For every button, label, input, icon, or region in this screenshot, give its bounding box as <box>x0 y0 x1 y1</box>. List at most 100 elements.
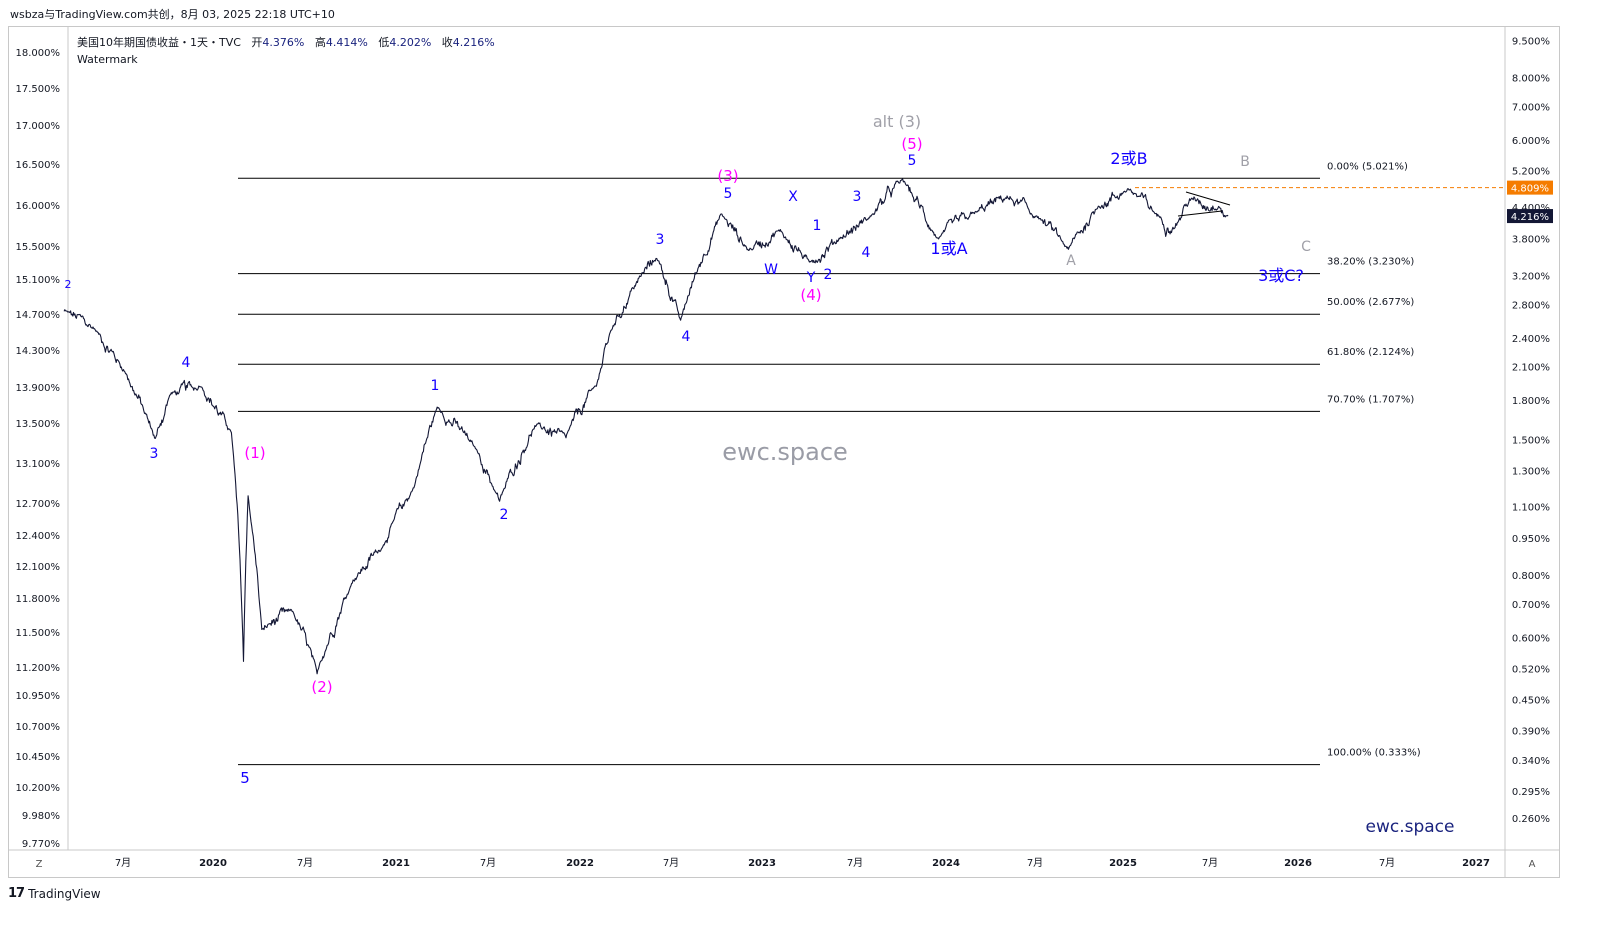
right-axis-tick: 0.260% <box>1512 814 1550 825</box>
chart-frame <box>8 26 1560 878</box>
right-axis-tick: 0.950% <box>1512 534 1550 545</box>
wave-label: 2 <box>824 267 833 283</box>
wave-label: B <box>1240 154 1250 170</box>
time-axis-tick: 2024 <box>932 858 960 869</box>
left-axis-tick: 16.000% <box>16 201 61 212</box>
high-marker-tag <box>1507 180 1553 195</box>
tradingview-logo-icon: 17 <box>8 886 25 901</box>
close-value: 4.216% <box>452 36 495 49</box>
auto-scale-toggle-button[interactable]: A <box>1528 859 1536 870</box>
wave-label: 5 <box>724 186 733 202</box>
time-axis-tick: 2023 <box>748 858 776 869</box>
fib-level-label: 70.70% (1.707%) <box>1327 394 1414 405</box>
wave-label: 4 <box>182 355 191 371</box>
fib-level-label: 100.00% (0.333%) <box>1327 748 1421 759</box>
time-axis-tick: 2020 <box>199 858 227 869</box>
symbol-name[interactable]: 美国10年期国债收益・1天・TVC <box>77 36 241 49</box>
fib-level-label: 0.00% (5.021%) <box>1327 161 1408 172</box>
left-axis-tick: 16.500% <box>16 160 61 171</box>
right-axis-tick: 1.100% <box>1512 502 1550 513</box>
wave-label: (1) <box>244 444 265 462</box>
symbol-legend: 美国10年期国债收益・1天・TVC 开4.376% 高4.414% 低4.202… <box>77 34 495 66</box>
time-axis-tick: 2021 <box>382 858 410 869</box>
right-axis-tick: 8.000% <box>1512 74 1550 85</box>
wave-label: (3) <box>717 167 738 185</box>
wave-label: A <box>1066 253 1076 269</box>
left-axis-tick: 11.500% <box>16 628 61 639</box>
open-label: 开 <box>251 36 263 49</box>
right-axis-tick: 0.340% <box>1512 756 1550 767</box>
fib-level-label: 61.80% (2.124%) <box>1327 347 1414 358</box>
wave-label: 5 <box>240 769 250 787</box>
left-axis-tick: 10.700% <box>16 722 61 733</box>
wave-label: 4 <box>682 329 691 345</box>
left-axis-tick: 13.100% <box>16 459 61 470</box>
left-axis-tick: 17.500% <box>16 84 61 95</box>
right-axis-tick: 0.520% <box>1512 664 1550 675</box>
brand-text: ewc.space <box>1366 817 1455 837</box>
right-axis-tick: 9.500% <box>1512 37 1550 48</box>
open-value: 4.376% <box>262 36 305 49</box>
left-axis-tick: 13.900% <box>16 383 61 394</box>
right-axis-tick: 3.800% <box>1512 235 1550 246</box>
time-axis-tick: 2022 <box>566 858 594 869</box>
wave-label: 1 <box>813 218 822 234</box>
left-axis-tick: 11.800% <box>16 594 61 605</box>
left-axis-tick: 12.700% <box>16 499 61 510</box>
left-axis-tick: 15.500% <box>16 242 61 253</box>
wave-label: 3 <box>150 446 159 462</box>
wave-label: (4) <box>800 286 821 304</box>
legend-subtitle: Watermark <box>77 53 138 66</box>
wave-label: (5) <box>901 135 922 153</box>
right-axis-tick: 7.000% <box>1512 102 1550 113</box>
right-axis-tick: 1.300% <box>1512 466 1550 477</box>
right-axis-tick: 2.800% <box>1512 300 1550 311</box>
time-axis-tick: 7月 <box>297 857 313 869</box>
right-axis-tick: 0.600% <box>1512 633 1550 644</box>
left-axis-tick: 17.000% <box>16 121 61 132</box>
left-axis-tick: 12.400% <box>16 531 61 542</box>
left-axis-tick: 10.200% <box>16 783 61 794</box>
right-axis-tick: 5.200% <box>1512 167 1550 178</box>
last-price-value: 4.216% <box>1511 212 1549 223</box>
tradingview-footer[interactable]: 17 TradingView <box>8 886 101 901</box>
time-axis-tick: 7月 <box>1379 857 1395 869</box>
left-axis-tick: 10.950% <box>16 691 61 702</box>
wave-label: 5 <box>908 153 917 169</box>
triangle-pattern-lines <box>1177 191 1231 217</box>
left-axis-tick: 12.100% <box>16 562 61 573</box>
log-scale-toggle-button[interactable]: Z <box>35 859 43 870</box>
low-value: 4.202% <box>389 36 432 49</box>
time-axis-tick: 7月 <box>115 857 131 869</box>
time-axis-tick: 7月 <box>1202 857 1218 869</box>
close-label: 收 <box>441 36 453 49</box>
fib-level-label: 38.20% (3.230%) <box>1327 257 1414 268</box>
left-axis-tick: 9.980% <box>22 811 60 822</box>
wave-label: Y <box>806 270 816 286</box>
wave-label: X <box>788 189 798 205</box>
wave-label: 3 <box>853 189 862 205</box>
left-axis-tick: 11.200% <box>16 663 61 674</box>
chart-header-title: wsbza与TradingView.com共创，8月 03, 2025 22:1… <box>10 8 335 21</box>
right-axis-tick: 6.000% <box>1512 136 1550 147</box>
wave-label: 2 <box>500 507 509 523</box>
right-axis-tick: 2.400% <box>1512 334 1550 345</box>
fib-level-label: 50.00% (2.677%) <box>1327 297 1414 308</box>
wave-label: (2) <box>311 678 332 696</box>
left-axis-tick: 14.300% <box>16 346 61 357</box>
watermark-text: ewc.space <box>722 438 848 466</box>
wave-label: 1或A <box>930 239 967 258</box>
time-axis-tick: 2026 <box>1284 858 1312 869</box>
wave-label: 3 <box>656 232 665 248</box>
left-axis-tick: 14.700% <box>16 310 61 321</box>
high-marker-value: 4.809% <box>1511 184 1549 195</box>
right-axis-tick: 0.800% <box>1512 571 1550 582</box>
right-axis-tick: 0.700% <box>1512 600 1550 611</box>
tradingview-name: TradingView <box>28 886 101 901</box>
time-axis-tick: 7月 <box>663 857 679 869</box>
right-axis-tick: 1.800% <box>1512 396 1550 407</box>
wave-label: C <box>1301 239 1311 255</box>
wave-label: 3或C? <box>1258 266 1304 285</box>
time-axis-tick: 2027 <box>1462 858 1490 869</box>
